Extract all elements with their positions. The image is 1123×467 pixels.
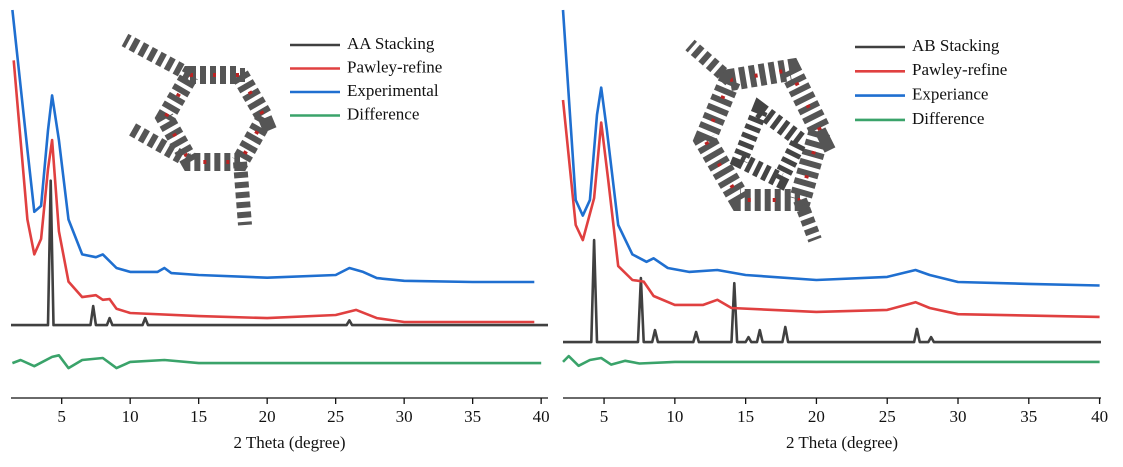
- x-tick-label: 5: [57, 407, 66, 426]
- x-tick-label: 15: [190, 407, 207, 426]
- x-axis-label: 2 Theta (degree): [233, 433, 345, 452]
- x-tick-label: 25: [327, 407, 344, 426]
- series-line: [12, 10, 534, 282]
- legend-label: Pawley-refine: [347, 57, 442, 76]
- series-line: [563, 240, 1101, 342]
- figure: 5 10 15 20 25 30 35 40 2 Theta (degree) AA Stacki…: [0, 0, 1123, 467]
- x-tick-label: 30: [950, 407, 967, 426]
- legend-label: Difference: [912, 109, 984, 128]
- legend-label: AA Stacking: [347, 34, 435, 53]
- x-tick-label: 10: [122, 407, 139, 426]
- series-line: [12, 355, 541, 368]
- legend-label: Pawley-refine: [912, 60, 1007, 79]
- x-tick-label: 40: [533, 407, 550, 426]
- x-tick-label: 20: [259, 407, 276, 426]
- ab-structure-illustration: [690, 45, 830, 240]
- x-tick-label: 5: [600, 407, 609, 426]
- x-tick-label: 25: [879, 407, 896, 426]
- legend-label: AB Stacking: [912, 36, 1000, 55]
- x-tick-label: 15: [737, 407, 754, 426]
- legend-label: Experiance: [912, 85, 988, 104]
- series-line: [11, 181, 548, 325]
- x-tick-label: 35: [464, 407, 481, 426]
- aa-structure-illustration: [125, 40, 270, 225]
- x-tick-label: 20: [808, 407, 825, 426]
- series-line: [563, 356, 1100, 366]
- x-axis-label: 2 Theta (degree): [786, 433, 898, 452]
- x-tick-label: 40: [1091, 407, 1108, 426]
- legend-label: Experimental: [347, 81, 439, 100]
- x-tick-label: 30: [396, 407, 413, 426]
- x-tick-label: 10: [666, 407, 683, 426]
- x-tick-label: 35: [1020, 407, 1037, 426]
- legend-label: Difference: [347, 104, 419, 123]
